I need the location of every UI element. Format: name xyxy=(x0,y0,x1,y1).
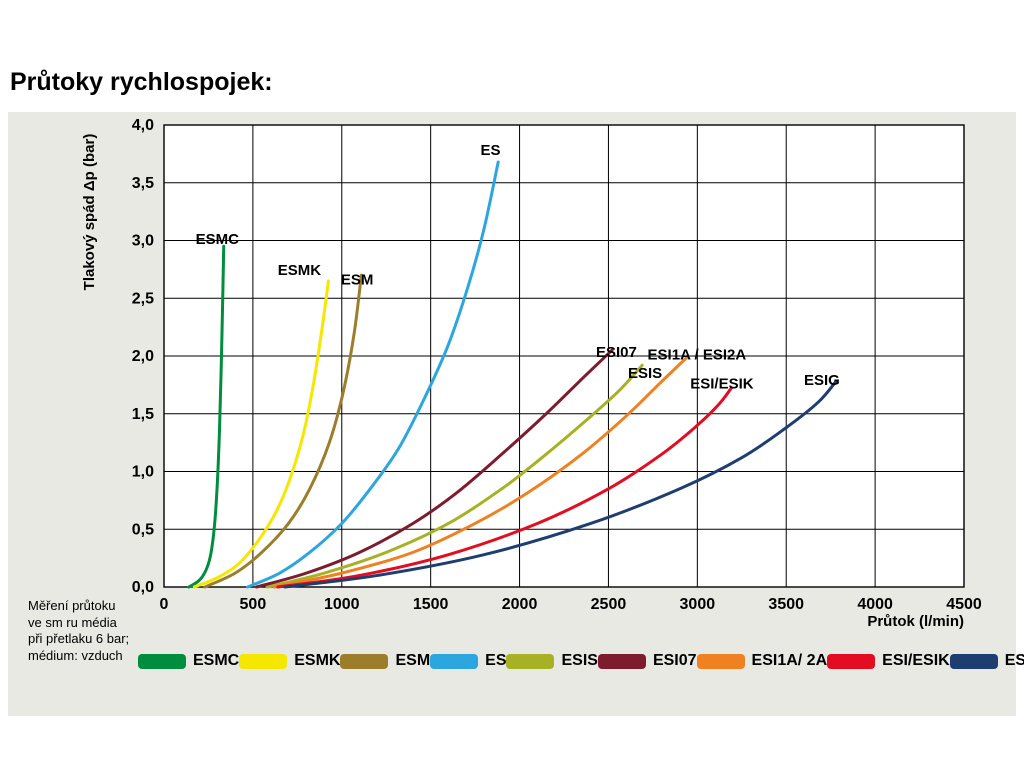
legend-label-esis: ESIS xyxy=(561,652,598,669)
note-line: Měření průtoku xyxy=(28,598,116,613)
legend-label-es: ES xyxy=(485,652,507,669)
y-tick-label: 3,0 xyxy=(132,233,154,250)
series-label-esiesik: ESI/ESIK xyxy=(690,375,754,392)
series-curve-esm xyxy=(203,273,363,589)
note-line: médium: vzduch xyxy=(28,647,123,663)
series-label-esi07: ESI07 xyxy=(596,344,637,361)
legend-swatch-esi1a2a xyxy=(696,653,745,669)
legend-swatch-esi07 xyxy=(597,653,646,669)
legend-item-esmc: ESMC xyxy=(138,652,239,670)
legend-label-esi1a2a: ESI1A/ 2A xyxy=(751,652,828,669)
series-curve-esiesik xyxy=(276,386,733,589)
x-tick-label: 500 xyxy=(240,596,267,613)
legend-swatch-esiesik xyxy=(827,653,876,669)
note-line: ve sm ru média xyxy=(28,614,117,630)
legend-item-esi07: ESI07 xyxy=(597,652,697,670)
legend-item-esi1a2a: ESI1A/ 2A xyxy=(696,652,828,670)
series-label-esi1a2a: ESI1A / ESI2A xyxy=(648,346,747,363)
x-tick-label: 2000 xyxy=(502,596,538,613)
series-label-esis: ESIS xyxy=(628,365,662,382)
page-title: Průtoky rychlospojek: xyxy=(10,68,273,96)
x-tick-label: 3000 xyxy=(680,596,716,613)
legend-label-esmc: ESMC xyxy=(193,652,240,669)
x-tick-label: 4500 xyxy=(946,596,982,613)
x-axis-title: Průtok (l/min) xyxy=(867,613,964,630)
legend-swatch-es xyxy=(430,653,479,669)
legend-label-esm: ESM xyxy=(395,652,431,669)
legend-item-es: ES xyxy=(430,652,506,670)
flow-rate-chart: Tlakový spád Δp (bar) Průtok (l/min) 0 50… xyxy=(81,117,982,630)
legend-item-esmk: ESMK xyxy=(239,652,340,670)
x-tick-label: 4000 xyxy=(857,596,893,613)
series-curve-esig xyxy=(283,379,838,589)
series-curve-esi1a2a xyxy=(272,354,690,589)
y-tick-label: 2,5 xyxy=(132,290,154,307)
legend-swatch-esm xyxy=(340,653,389,669)
y-tick-label: 1,5 xyxy=(132,406,154,423)
measurement-note: Měření průtoku ve sm ru média při přetlaku… xyxy=(28,598,129,664)
legend-label-esiesik: ESI/ESIK xyxy=(882,652,950,669)
legend-label-esi07: ESI07 xyxy=(652,652,697,669)
legend-item-esm: ESM xyxy=(340,652,430,670)
x-tick-label: 1500 xyxy=(413,596,449,613)
series-curve-es xyxy=(246,160,500,589)
y-tick-label: 0,5 xyxy=(132,521,154,538)
plot-border xyxy=(163,124,965,588)
y-tick-label: 0,0 xyxy=(132,579,154,596)
legend-label-esmk: ESMK xyxy=(294,652,341,669)
series-curve-esi07 xyxy=(254,348,614,589)
legend-label-esig: ESIG xyxy=(1004,652,1024,669)
series-label-esmc: ESMC xyxy=(196,231,240,248)
legend-swatch-esig xyxy=(949,653,998,669)
series-label-esm: ESM xyxy=(341,271,374,288)
y-tick-label: 1,0 xyxy=(132,464,154,481)
x-tick-label: 1000 xyxy=(324,596,360,613)
series-label-esmk: ESMK xyxy=(278,262,322,279)
y-tick-label: 2,0 xyxy=(132,348,154,365)
series-curve-esmc xyxy=(187,244,226,589)
series-curve-esmk xyxy=(192,279,330,589)
chart-legend: ESMC ESMK ESM ES ESIS ESI07 ESI1A/ 2A ESI/ESIK E… xyxy=(138,652,1024,670)
series-label-es: ES xyxy=(480,142,500,159)
note-line: při přetlaku 6 bar; xyxy=(28,631,130,646)
legend-swatch-esis xyxy=(506,653,555,669)
series-curve-esis xyxy=(265,363,644,589)
y-axis-title: Tlakový spád Δp (bar) xyxy=(81,134,98,291)
legend-item-esiesik: ESI/ESIK xyxy=(827,652,950,670)
chart-panel: Tlakový spád Δp (bar) Průtok (l/min) 0 50… xyxy=(8,112,1024,716)
x-tick-label: 2500 xyxy=(591,596,627,613)
y-tick-label: 4,0 xyxy=(132,117,154,134)
x-tick-label: 0 xyxy=(160,596,169,613)
x-tick-label: 3500 xyxy=(768,596,804,613)
legend-swatch-esmc xyxy=(138,653,186,669)
legend-item-esis: ESIS xyxy=(506,652,598,670)
y-tick-label: 3,5 xyxy=(132,175,154,192)
legend-item-esig: ESIG xyxy=(949,652,1024,670)
legend-swatch-esmk xyxy=(239,653,288,669)
series-label-esig: ESIG xyxy=(804,372,840,389)
